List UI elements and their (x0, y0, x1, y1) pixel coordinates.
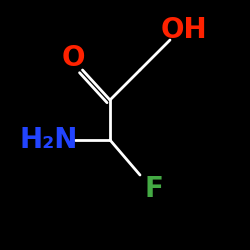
Text: F: F (144, 175, 163, 203)
Text: OH: OH (160, 16, 207, 44)
Text: O: O (62, 44, 86, 72)
Text: H₂N: H₂N (20, 126, 78, 154)
